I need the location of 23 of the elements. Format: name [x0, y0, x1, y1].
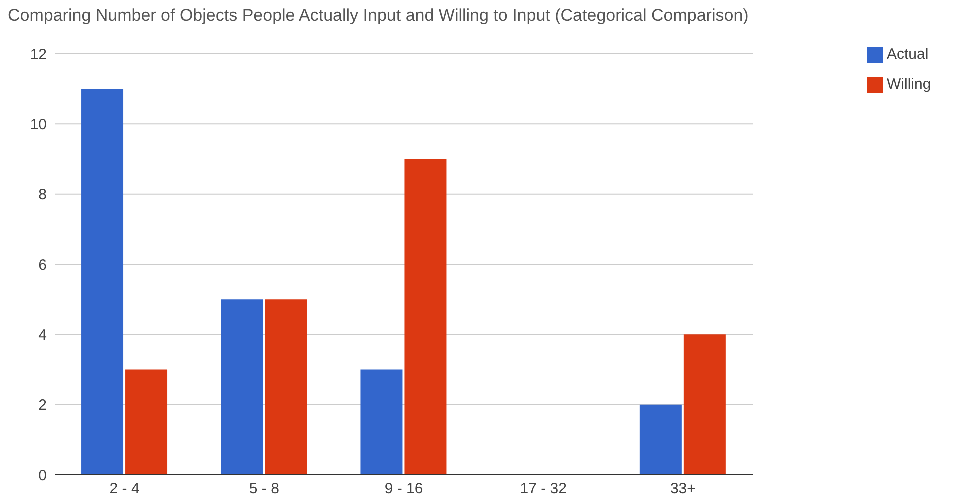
x-tick-label: 17 - 32: [520, 480, 567, 498]
y-tick-label: 0: [38, 467, 47, 484]
bar: [684, 334, 726, 475]
y-tick-label: 6: [38, 256, 47, 274]
bar: [360, 370, 403, 475]
bar: [82, 89, 124, 475]
legend-label: Actual: [887, 46, 929, 63]
y-tick-label: 8: [38, 186, 47, 204]
bar: [126, 370, 168, 475]
x-tick-label: 5 - 8: [249, 480, 280, 498]
x-tick-label: 33+: [670, 480, 696, 498]
chart-title: Comparing Number of Objects People Actually Input and Willing to Input (Categorical Comparison): [8, 6, 749, 26]
legend-label: Willing: [887, 76, 932, 93]
y-tick-label: 10: [30, 116, 47, 134]
y-tick-label: 12: [30, 46, 47, 64]
bar: [221, 300, 264, 475]
x-tick-label: 9 - 16: [384, 480, 424, 498]
bar: [404, 159, 447, 475]
bar: [265, 300, 308, 475]
x-tick-label: 2 - 4: [110, 480, 140, 498]
y-tick-label: 4: [38, 326, 47, 344]
y-tick-label: 2: [38, 397, 47, 414]
bar: [640, 404, 682, 475]
